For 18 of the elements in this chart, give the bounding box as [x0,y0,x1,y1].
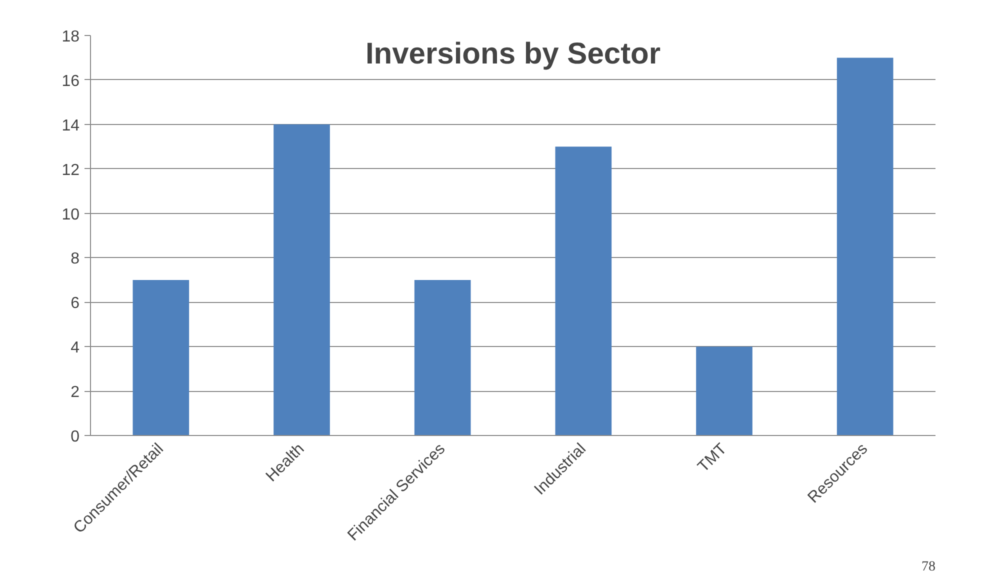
bar [132,280,190,436]
y-tick-label: 12 [62,162,80,179]
y-tick-label: 0 [70,428,80,446]
y-tick-label: 16 [62,72,80,90]
chart-title: Inversions by Sector [365,38,661,70]
bar [414,280,471,436]
text: 78 [922,560,936,574]
y-tick-label: 14 [62,117,80,134]
bar [836,58,894,436]
bar [696,346,752,436]
y-tick-label: 10 [62,206,80,224]
y-tick-label: 4 [70,340,80,357]
bar [555,146,612,436]
y-tick-label: 2 [70,384,80,402]
y-tick-label: 18 [62,28,80,46]
bar [274,124,330,436]
y-tick-label: 8 [70,250,80,268]
y-tick-label: 6 [70,295,80,312]
